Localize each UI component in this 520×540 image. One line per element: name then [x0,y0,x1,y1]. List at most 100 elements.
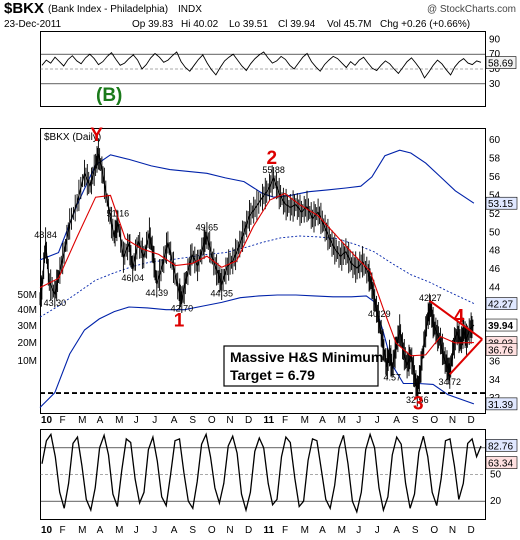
price-y-tick-52: 52 [489,209,501,220]
bottom-last-value-1: 63.34 [485,456,518,470]
price-label-0: 48.84 [34,230,57,240]
price-y-tick-36: 36 [489,356,501,367]
price-y-tick-60: 60 [489,135,501,146]
right-value-box [485,343,518,356]
price-x-label-19: A [393,415,400,426]
triangle-lower-line [449,338,483,375]
price-y-tick-44: 44 [489,283,501,294]
bottom-x-label-20: S [412,525,419,536]
price-label-1: 43.30 [44,298,67,308]
bottom-x-label-10: N [226,525,233,536]
moving-average-line [39,192,474,357]
price-x-label-22: N [449,415,456,426]
volume-tick-3: 20M [18,338,37,349]
chart-exchange: INDX [178,4,202,15]
price-y-tick-48: 48 [489,246,501,257]
wave-label-3: 3 [413,393,424,414]
header-close: Cl 39.94 [278,19,316,30]
upper-band-line [39,149,475,261]
bottom-x-label-19: A [393,525,400,536]
bottom-x-label-9: O [208,525,216,536]
price-label-10: 4.57 [384,373,402,383]
top-last-value-box [485,56,517,69]
price-y-tick-50: 50 [489,227,501,238]
volume-tick-0: 50M [18,290,37,301]
price-x-label-4: M [115,415,123,426]
top-y-tick-70: 70 [489,49,501,60]
price-label-9: 40.29 [368,309,391,319]
price-label-8: 55.88 [262,165,285,175]
top-y-tick-90: 90 [489,34,501,45]
price-x-label-1: F [60,415,66,426]
right-value-box [485,196,518,210]
triangle-upper-line [428,299,483,341]
bottom-x-label-6: J [152,525,157,536]
right-value-box [485,297,518,310]
top-indicator-panel: 30 50 70 90 58.69 (B) [40,34,517,106]
annotation-box-frame [223,345,379,387]
price-x-label-23: D [467,415,474,426]
price-x-label-13: F [282,415,288,426]
wave-label-2: 2 [266,148,277,169]
bottom-x-label-18: J [375,525,380,536]
price-x-label-21: O [430,415,438,426]
annotation-line-2: Target = 6.79 [230,367,315,383]
brand-watermark: @ StockCharts.com [427,4,516,15]
bottom-x-label-12: 11 [264,525,275,536]
wave-label-1: 1 [174,310,185,331]
price-label-11: 32.56 [406,395,429,405]
bottom-x-label-17: J [356,525,361,536]
volume-tick-2: 30M [18,321,37,332]
right-value-label-0: 53.15 [485,196,518,210]
bottom-x-label-4: M [115,525,123,536]
volume-tick-4: 10M [18,356,37,367]
price-label-2: 51.16 [107,209,130,219]
right-value-text: 36.76 [488,345,513,356]
wave-label-4: 4 [454,307,465,328]
bottom-last-value-box [485,456,518,469]
chart-symbol: $BKX [4,0,44,17]
price-y-tick-46: 46 [489,264,501,275]
bottom-x-label-8: S [189,525,196,536]
price-x-label-6: J [152,415,157,426]
price-label-4: 44.39 [146,288,169,298]
price-x-label-17: J [356,415,361,426]
lower-band-line [39,294,475,408]
volume-tick-1: 40M [18,305,37,316]
chart-description: (Bank Index - Philadelphia) [48,4,168,15]
bottom-last-value-0: 82.76 [485,439,518,452]
price-y-tick-58: 58 [489,154,501,165]
price-x-label-5: J [134,415,139,426]
right-value-text: 42.27 [488,300,513,311]
bottom-x-label-2: M [78,525,86,536]
price-panel-title: $BKX (Daily) [44,132,101,143]
price-x-label-18: J [375,415,380,426]
bottom-x-label-16: M [338,525,346,536]
header-change: Chg +0.26 (+0.66%) [380,19,470,30]
price-label-12: 42.27 [419,293,442,303]
price-y-tick-34: 34 [489,375,501,386]
bottom-y-tick-20: 20 [490,496,502,507]
top-last-value-text: 58.69 [488,59,513,70]
bottom-last-value-text: 63.34 [488,459,513,470]
right-value-label-4: 36.76 [485,343,518,356]
top-y-tick-50: 50 [489,64,501,75]
price-label-6: 49.65 [196,223,219,233]
price-x-label-2: M [78,415,86,426]
bottom-x-label-11: D [245,525,252,536]
bottom-y-tick-50: 50 [490,470,502,481]
price-x-label-9: O [208,415,216,426]
price-x-label-7: A [171,415,178,426]
right-value-box [485,397,518,411]
wave-label-Y: Y [90,125,103,146]
price-x-label-16: M [338,415,346,426]
right-value-text: 39.94 [488,321,513,332]
header-low: Lo 39.51 [229,19,268,30]
bottom-x-label-23: D [467,525,474,536]
bottom-indicator-line [41,432,482,515]
bottom-indicator-panel: 20508082.7663.3410FMAMJJASOND11FMAMJJASO… [40,432,518,536]
right-value-text: 31.39 [488,400,513,411]
right-value-box [485,318,518,332]
bottom-x-label-0: 10 [41,525,53,536]
bottom-x-label-7: A [171,525,178,536]
